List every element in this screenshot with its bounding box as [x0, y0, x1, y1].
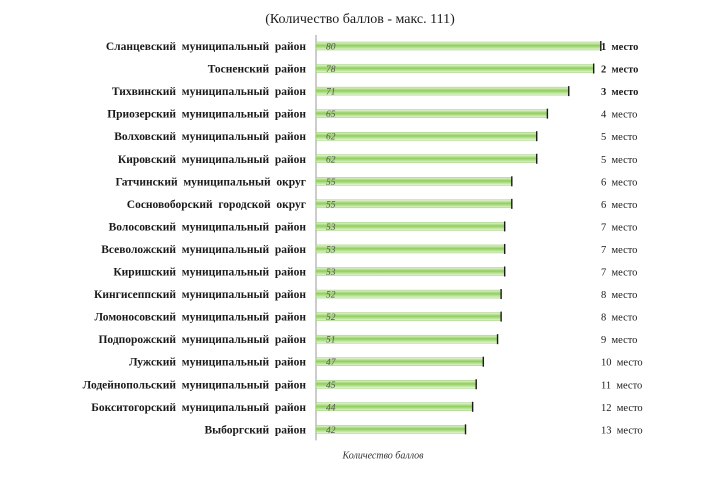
rank-label: 12 место [601, 403, 643, 414]
bar [315, 199, 513, 209]
category-label: Кировский муниципальный район [118, 154, 307, 166]
data-label: 52 [326, 291, 336, 301]
category-label: Лужский муниципальный район [129, 357, 306, 369]
bar [315, 289, 502, 299]
category-label: Волосовский муниципальный район [109, 221, 307, 233]
data-label: 65 [326, 110, 336, 120]
data-label: 62 [326, 133, 336, 143]
bar [315, 267, 505, 276]
bar [315, 109, 548, 118]
category-label: Волховский муниципальный район [114, 131, 306, 143]
category-label: Тихвинский муниципальный район [112, 86, 307, 98]
data-label: 53 [326, 268, 336, 278]
bar [315, 177, 513, 186]
category-label: Сосновоборский городской округ [127, 199, 306, 211]
data-label: 55 [326, 200, 336, 210]
rank-label: 8 место [601, 290, 637, 301]
bar [315, 86, 569, 96]
data-label: 53 [326, 223, 336, 233]
bar [315, 64, 594, 73]
data-label: 47 [326, 358, 337, 368]
bar [315, 334, 498, 344]
rank-label: 4 место [601, 110, 637, 121]
chart-subtitle: (Количество баллов - макс. 111) [265, 12, 455, 27]
rank-label: 5 место [601, 132, 637, 143]
data-label: 78 [326, 65, 336, 75]
category-label: Бокситогорский муниципальный район [91, 402, 306, 414]
bar [315, 154, 537, 163]
category-label: Тосненский район [208, 64, 307, 76]
category-label: Приозерский муниципальный район [107, 109, 306, 121]
rank-label: 2 место [601, 65, 638, 76]
data-label: 45 [326, 381, 336, 391]
data-label: 42 [326, 426, 336, 436]
bar [315, 380, 477, 389]
rank-label: 7 место [601, 222, 637, 233]
category-label: Всеволожский муниципальный район [101, 244, 306, 256]
bar [315, 244, 505, 254]
category-label: Киришский муниципальный район [113, 267, 306, 279]
rank-label: 7 место [601, 268, 637, 279]
data-label: 44 [326, 403, 336, 413]
bar [315, 425, 466, 434]
category-label: Выборгский район [205, 424, 307, 436]
bar [315, 357, 484, 366]
bar [315, 402, 473, 411]
rank-label: 7 место [601, 245, 637, 256]
rank-label: 5 место [601, 155, 637, 166]
rank-label: 6 место [601, 177, 637, 188]
data-label: 71 [326, 88, 336, 98]
rank-label: 10 место [601, 358, 643, 369]
category-label: Гатчинский муниципальный округ [115, 176, 306, 188]
bar [315, 312, 502, 321]
rank-label: 8 место [601, 313, 637, 324]
rank-label: 11 место [601, 380, 642, 391]
bar [315, 222, 505, 231]
bar [315, 131, 537, 141]
category-label: Ломоносовский муниципальный район [95, 312, 307, 324]
category-label: Подпорожский муниципальный район [98, 334, 306, 346]
rank-label: 3 место [601, 87, 638, 98]
bar [315, 41, 601, 51]
data-label: 51 [326, 336, 336, 346]
data-label: 53 [326, 245, 336, 255]
x-axis-title: Количество баллов [341, 450, 424, 461]
data-label: 62 [326, 155, 336, 165]
category-label: Кингисеппский муниципальный район [94, 289, 306, 301]
data-label: 80 [326, 43, 336, 53]
category-label: Сланцевский муниципальный район [106, 41, 307, 53]
rank-label: 9 место [601, 335, 637, 346]
rank-label: 13 место [601, 425, 643, 436]
rank-label: 6 место [601, 200, 637, 211]
rank-label: 1 место [601, 42, 638, 53]
category-label: Лодейнопольский муниципальный район [83, 379, 307, 391]
data-label: 55 [326, 178, 336, 188]
data-label: 52 [326, 313, 336, 323]
